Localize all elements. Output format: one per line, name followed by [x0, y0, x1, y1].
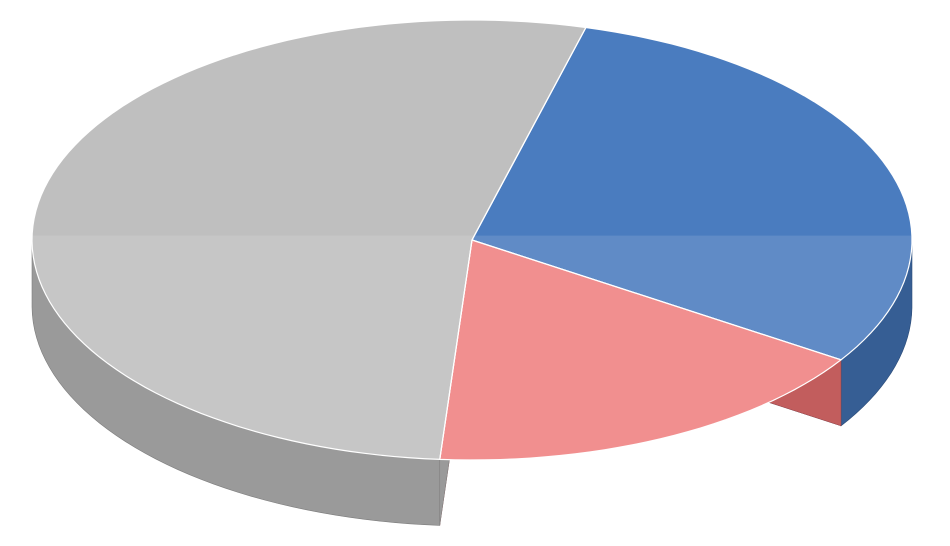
pie-chart-3d: [0, 0, 950, 546]
pie-chart-svg: [0, 0, 950, 546]
